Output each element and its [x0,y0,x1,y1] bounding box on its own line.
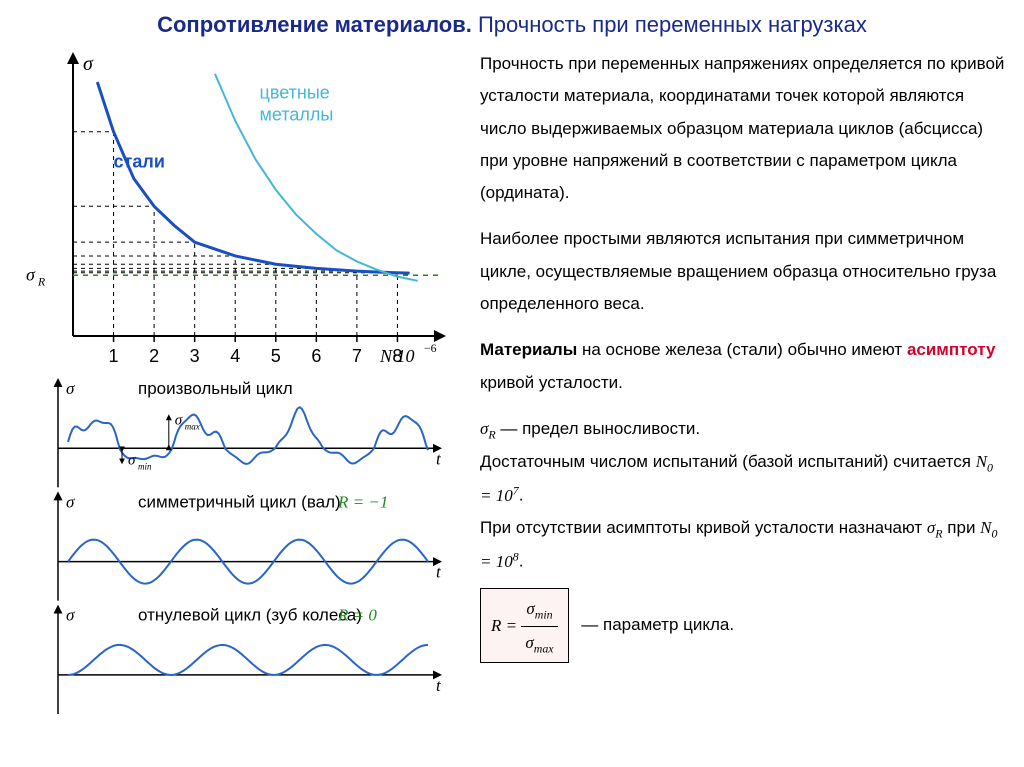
svg-text:металлы: металлы [260,105,334,125]
svg-text:N·10: N·10 [379,346,415,366]
svg-text:6: 6 [311,346,321,366]
paragraph-6: При отсутствии асимптоты кривой усталост… [480,512,1006,578]
p6-mid: при [947,518,980,537]
svg-text:t: t [436,449,442,468]
svg-text:max: max [185,421,200,431]
sigmaR-symbol: σR [480,419,496,438]
p6a: При отсутствии асимптоты кривой усталост… [480,518,927,537]
p4-rest: — предел выносливости. [496,419,700,438]
svg-text:σ: σ [66,492,75,511]
formula-tail: — параметр цикла. [581,615,734,634]
svg-text:7: 7 [352,346,362,366]
right-column: Прочность при переменных напряжениях опр… [480,48,1006,718]
page-title: Сопротивление материалов. Прочность при … [18,12,1006,38]
paragraph-5: Достаточным числом испытаний (базой испы… [480,446,1006,512]
svg-text:5: 5 [271,346,281,366]
cycle-param-formula: R = σmin σmax [480,588,569,663]
cycle-diagrams: σtпроизвольный циклσmaxσminσtсимметричны… [18,378,458,718]
paragraph-3: Материалы на основе железа (стали) обычн… [480,334,1006,399]
fatigue-curve-chart: σRσ12345678N·10−6сталицветныеметаллы [18,48,458,378]
title-bold: Сопротивление материалов. [157,12,472,37]
svg-text:1: 1 [109,346,119,366]
svg-text:σ: σ [66,606,75,625]
svg-text:2: 2 [149,346,159,366]
svg-text:σ: σ [26,264,36,284]
svg-text:цветные: цветные [260,83,330,103]
svg-text:σ: σ [175,412,183,428]
svg-text:4: 4 [230,346,240,366]
p3-lead: Материалы [480,340,577,359]
p3-rest: на основе железа (стали) обычно имеют [577,340,907,359]
svg-text:R = 0: R = 0 [337,606,377,625]
svg-text:отнулевой цикл (зуб колеса): отнулевой цикл (зуб колеса) [138,606,362,625]
formula-row: R = σmin σmax — параметр цикла. [480,588,1006,663]
left-column: σRσ12345678N·10−6сталицветныеметаллы σtп… [18,48,458,718]
svg-text:t: t [436,676,442,695]
paragraph-2: Наиболее простыми являются испытания при… [480,223,1006,320]
svg-text:симметричный цикл (вал): симметричный цикл (вал) [138,492,341,511]
svg-text:σ: σ [128,452,136,468]
p3-asymptote: асимптоту [907,340,995,359]
svg-text:σ: σ [83,53,94,75]
svg-text:t: t [436,563,442,582]
svg-text:−6: −6 [424,342,437,355]
svg-text:min: min [138,461,152,471]
svg-text:3: 3 [190,346,200,366]
paragraph-1: Прочность при переменных напряжениях опр… [480,48,1006,209]
title-regular: Прочность при переменных нагрузках [478,12,867,37]
svg-text:произвольный цикл: произвольный цикл [138,379,293,398]
svg-text:R: R [37,275,45,288]
p6-sigmaR: σR [927,518,943,537]
p3-tail: кривой усталости. [480,373,623,392]
svg-text:стали: стали [114,152,165,172]
svg-text:σ: σ [66,379,75,398]
p5a: Достаточным числом испытаний (базой испы… [480,452,976,471]
svg-text:R = −1: R = −1 [337,492,388,511]
paragraph-4: σR — предел выносливости. [480,413,1006,446]
